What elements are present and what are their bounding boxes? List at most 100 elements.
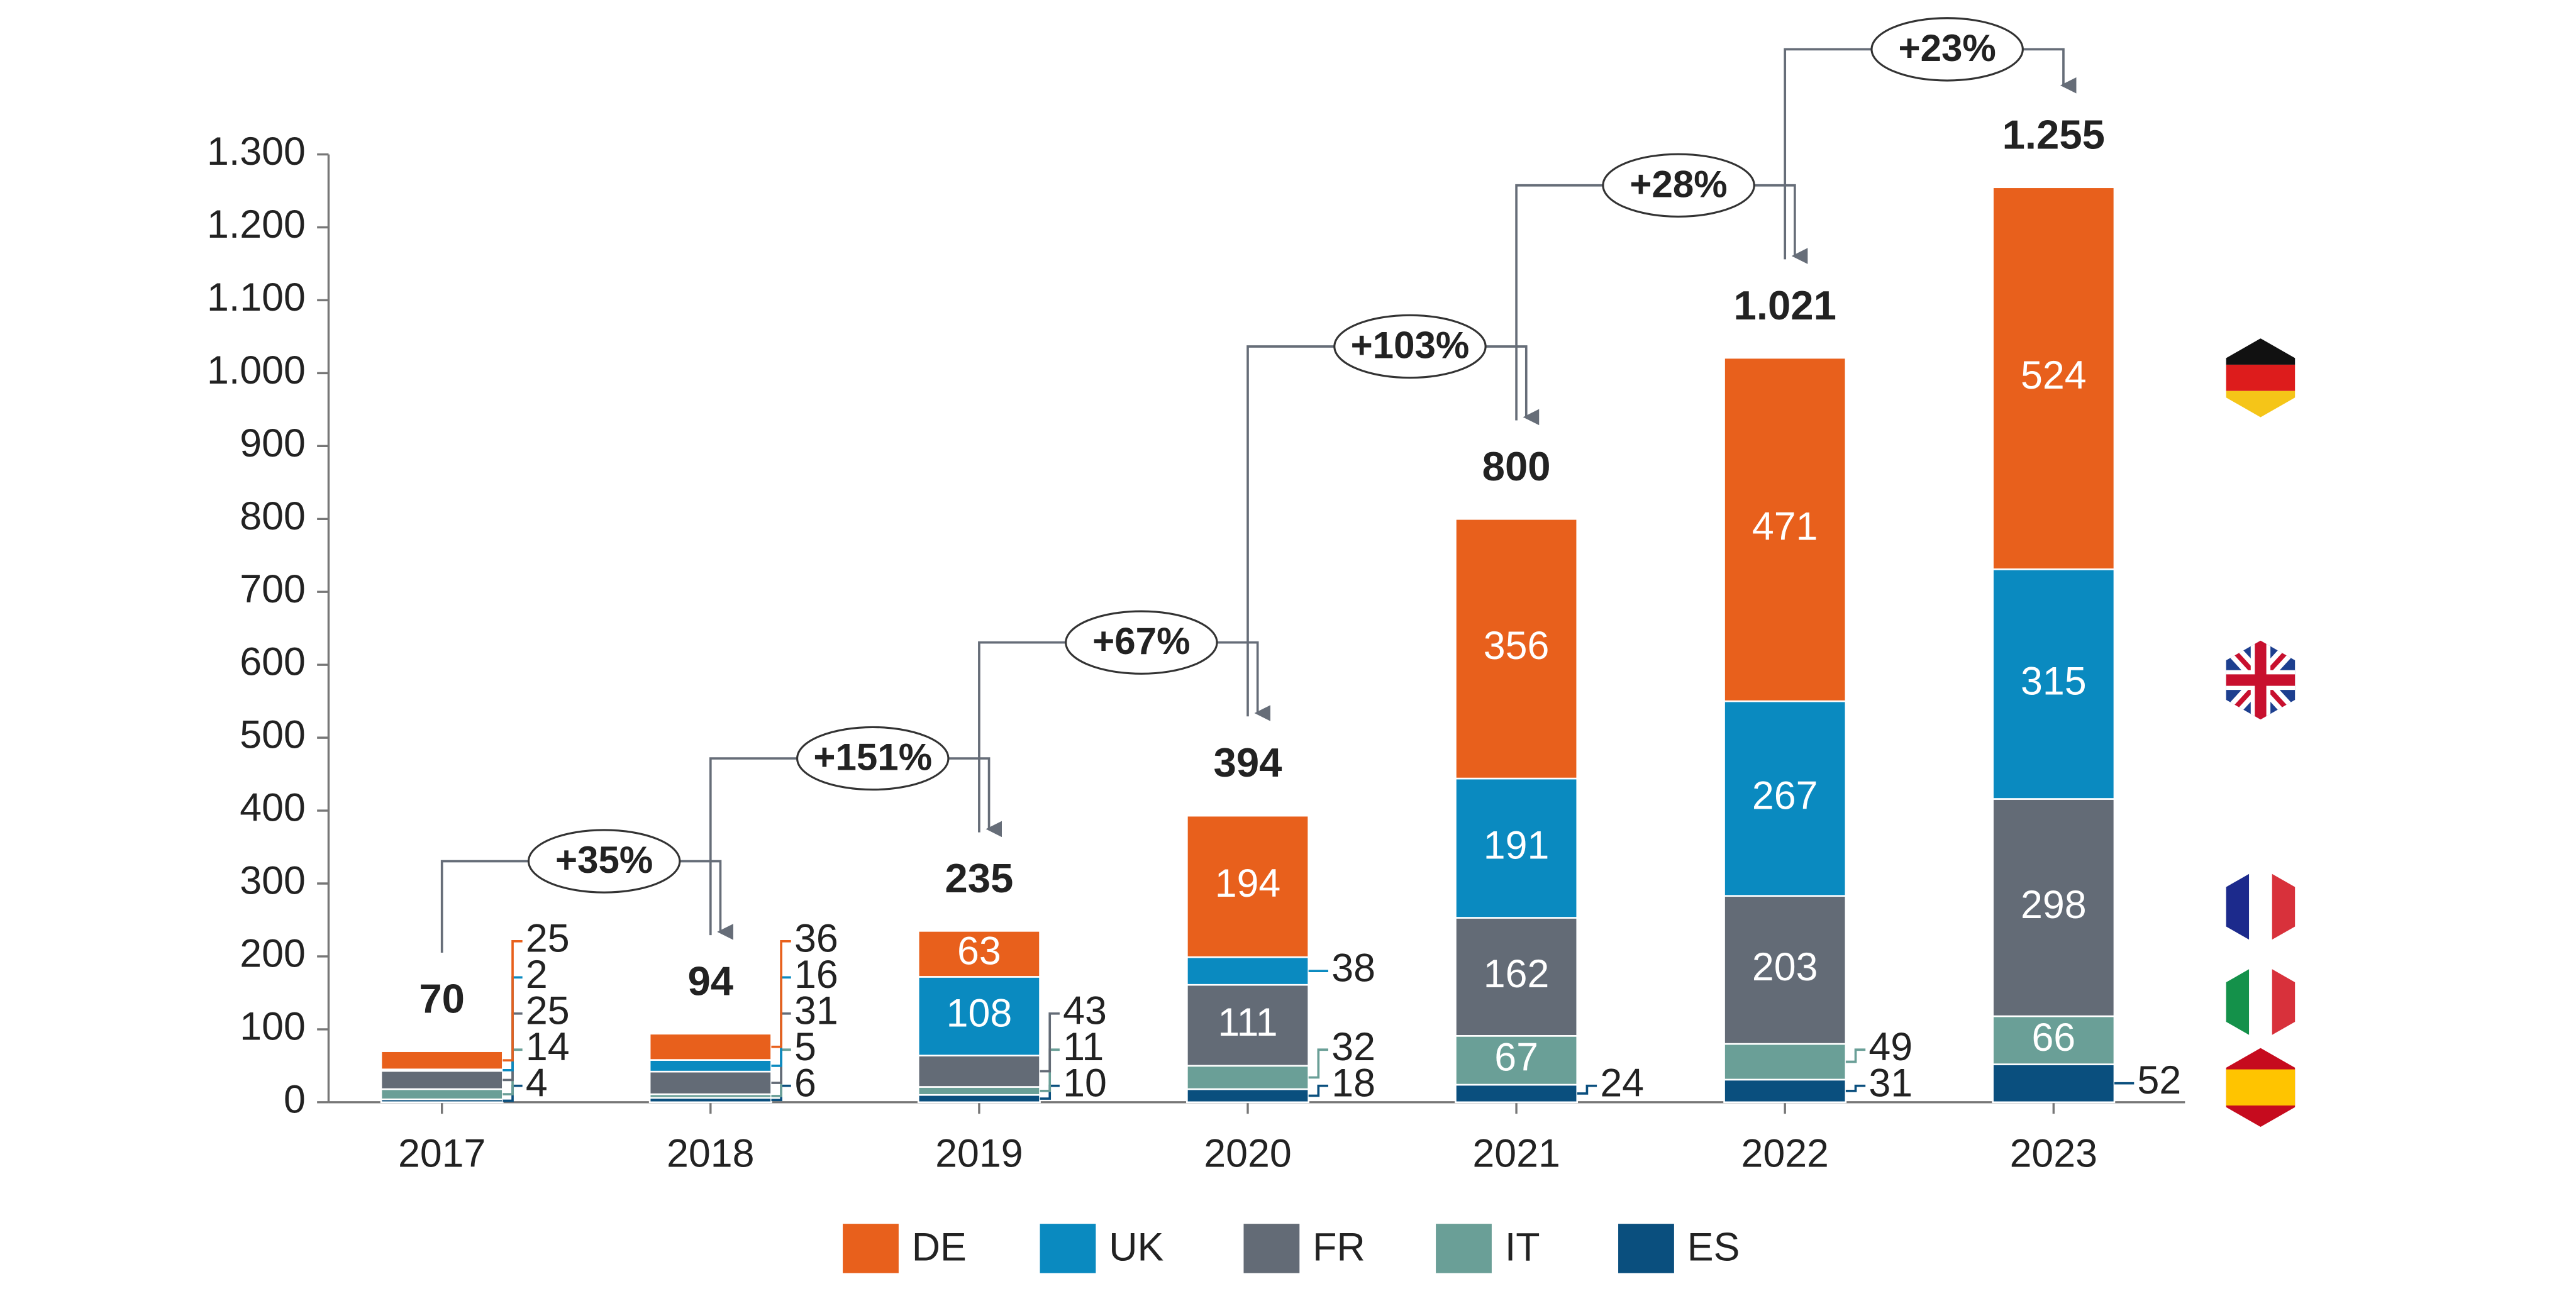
leader-line xyxy=(502,940,523,1061)
segment-label: 4 xyxy=(526,1061,548,1105)
legend-swatch xyxy=(1243,1224,1300,1273)
bar-segment xyxy=(917,1094,1041,1104)
growth-bubble xyxy=(527,829,681,894)
leader-line xyxy=(771,940,791,1048)
segment-label: 111 xyxy=(1218,1000,1277,1044)
flag-fr xyxy=(2226,867,2296,946)
growth-bubble xyxy=(1870,17,2024,82)
segment-label: 67 xyxy=(1494,1036,1538,1080)
bar-segment xyxy=(1992,186,2116,570)
segment-label: 162 xyxy=(1484,952,1550,996)
bar-segment xyxy=(1186,1065,1309,1090)
growth-label: +28% xyxy=(1629,163,1727,205)
bar-segment xyxy=(1723,895,1847,1045)
bar-segment xyxy=(1455,518,1579,780)
segment-label: 25 xyxy=(526,989,570,1033)
x-tick-label: 2021 xyxy=(1472,1132,1560,1176)
segment-label: 66 xyxy=(2031,1016,2075,1060)
bar-segment xyxy=(1992,1015,2116,1065)
bar-segment xyxy=(648,1059,772,1073)
segment-label: 11 xyxy=(1063,1025,1104,1069)
leader-line xyxy=(1040,1012,1060,1073)
bar-segment xyxy=(917,1055,1041,1088)
x-tick-label: 2020 xyxy=(1204,1132,1291,1176)
segment-label: 24 xyxy=(1600,1061,1644,1105)
flag-es xyxy=(2226,1048,2296,1127)
segment-label: 203 xyxy=(1752,945,1818,989)
segment-label: 298 xyxy=(2021,883,2087,927)
bar-segment xyxy=(1723,1078,1847,1104)
bar-segment xyxy=(380,1050,504,1070)
legend-label: DE xyxy=(912,1225,967,1269)
x-tick-label: 2017 xyxy=(398,1132,486,1176)
segment-label: 32 xyxy=(1331,1025,1375,1069)
segment-label: 356 xyxy=(1484,624,1550,668)
bar-segment xyxy=(1186,983,1309,1067)
bar-segment xyxy=(1723,700,1847,897)
y-tick-label: 1.200 xyxy=(207,202,306,247)
total-label: 94 xyxy=(687,958,733,1004)
y-tick-label: 1.300 xyxy=(207,130,306,174)
x-tick-label: 2022 xyxy=(1741,1132,1828,1176)
segment-label: 471 xyxy=(1752,505,1818,549)
y-tick-label: 400 xyxy=(240,786,306,830)
flag-uk xyxy=(2226,640,2296,720)
segment-label: 49 xyxy=(1868,1025,1913,1069)
bar-segment xyxy=(1455,777,1579,919)
legend-swatch xyxy=(1436,1224,1492,1273)
legend-swatch xyxy=(843,1224,899,1273)
segment-label: 194 xyxy=(1215,861,1281,906)
segment-label: 18 xyxy=(1331,1061,1375,1105)
segment-label: 2 xyxy=(526,953,548,997)
y-tick-label: 900 xyxy=(240,421,306,465)
growth-label: +151% xyxy=(813,736,932,778)
bar-segment xyxy=(1723,357,1847,702)
flag-de xyxy=(2226,338,2296,418)
growth-bubble xyxy=(1065,610,1218,675)
y-tick-label: 600 xyxy=(240,640,306,684)
bar-segment xyxy=(917,1086,1041,1096)
y-tick-label: 100 xyxy=(240,1004,306,1048)
total-label: 800 xyxy=(1482,443,1551,489)
segment-label: 267 xyxy=(1752,773,1818,817)
x-tick-label: 2018 xyxy=(667,1132,754,1176)
leader-line xyxy=(1040,1084,1060,1100)
legend-label: ES xyxy=(1687,1225,1740,1269)
legend-label: UK xyxy=(1109,1225,1163,1269)
y-tick-label: 1.100 xyxy=(207,275,306,319)
segment-label: 63 xyxy=(957,929,1001,973)
total-label: 394 xyxy=(1214,740,1282,785)
segment-label: 10 xyxy=(1063,1061,1107,1105)
x-tick-label: 2019 xyxy=(935,1132,1023,1176)
growth-label: +103% xyxy=(1351,324,1470,366)
bar-segment xyxy=(1186,956,1309,986)
bar-segment xyxy=(380,1088,504,1100)
legend-label: IT xyxy=(1505,1225,1540,1269)
y-tick-label: 200 xyxy=(240,932,306,976)
y-tick-label: 800 xyxy=(240,494,306,538)
y-tick-label: 500 xyxy=(240,713,306,757)
total-label: 235 xyxy=(945,855,1013,901)
segment-label: 315 xyxy=(2021,659,2087,703)
bar-segment xyxy=(1455,1035,1579,1086)
growth-bubble xyxy=(796,726,950,791)
leader-line xyxy=(1308,1084,1328,1097)
bar-segment xyxy=(917,976,1041,1056)
segment-label: 6 xyxy=(794,1061,816,1105)
segment-label: 108 xyxy=(947,992,1013,1036)
bar-segment xyxy=(1992,1063,2116,1104)
legend-swatch xyxy=(1040,1224,1096,1273)
total-label: 1.021 xyxy=(1734,282,1836,328)
segment-label: 25 xyxy=(526,916,570,960)
segment-label: 43 xyxy=(1063,989,1107,1033)
leader-line xyxy=(1845,1048,1866,1063)
segment-label: 52 xyxy=(2138,1058,2182,1102)
segment-label: 38 xyxy=(1331,946,1375,990)
bar-segment xyxy=(648,1033,772,1061)
bar-segment xyxy=(1186,1088,1309,1104)
growth-label: +35% xyxy=(555,839,653,881)
bar-segment xyxy=(1455,1083,1579,1104)
growth-bubble xyxy=(1333,314,1487,379)
